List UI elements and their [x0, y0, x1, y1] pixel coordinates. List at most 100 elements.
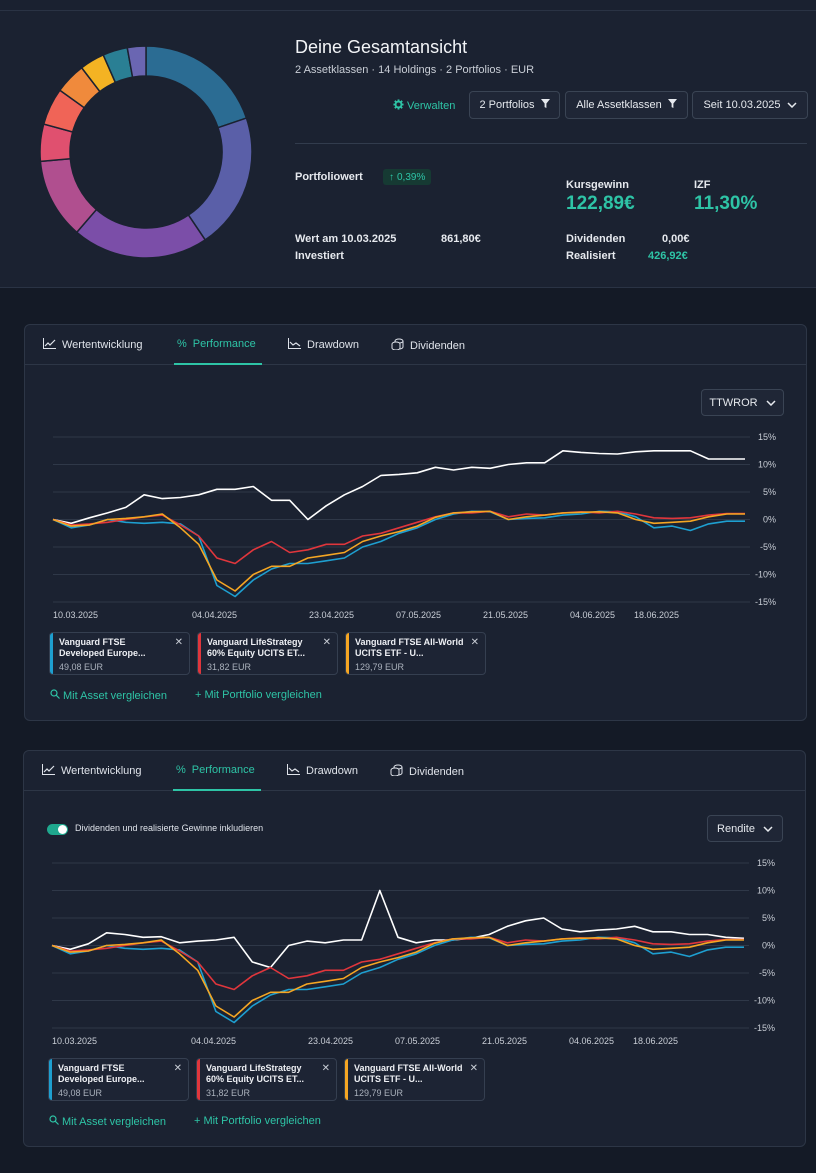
compare-portfolio-label: Mit Portfolio vergleichen — [204, 689, 322, 701]
asset-chip[interactable]: Vanguard LifeStrategy 60% Equity UCITS E… — [197, 632, 338, 675]
returns-chart[interactable]: 15% 10% 5% 0% -5% -10% -15% 10.03.2025 04.04.202… — [24, 851, 806, 1051]
close-icon[interactable]: ✕ — [173, 1063, 182, 1074]
x-tick-label: 04.06.2025 — [570, 610, 615, 620]
dividends-value: 0,00€ — [662, 233, 690, 245]
chart-tabs: Wertentwicklung % Performance Drawdown D… — [25, 325, 806, 365]
kursgewinn-label: Kursgewinn — [566, 179, 629, 191]
realized-label: Realisiert — [566, 250, 616, 262]
tab-wertentwicklung[interactable]: Wertentwicklung — [43, 338, 143, 352]
y-tick-label: 15% — [757, 858, 775, 868]
top-strip — [0, 0, 816, 10]
include-dividends-toggle[interactable] — [47, 824, 68, 835]
x-tick-label: 10.03.2025 — [52, 1036, 97, 1046]
asset-chip[interactable]: Vanguard LifeStrategy 60% Equity UCITS E… — [196, 1058, 337, 1101]
portfolio-filter[interactable]: 2 Portfolios — [469, 91, 560, 119]
series-line — [52, 449, 745, 525]
realized-value: 426,92€ — [648, 250, 688, 262]
izf-label: IZF — [694, 179, 711, 191]
asset-chip[interactable]: Vanguard FTSE All-World UCITS ETF - U...… — [345, 632, 486, 675]
divider — [295, 143, 807, 144]
metric-select-label: TTWROR — [709, 396, 758, 409]
chip-amount: 49,08 EUR — [58, 1088, 103, 1098]
close-icon[interactable]: ✕ — [322, 637, 331, 648]
performance-card-returns: Wertentwicklung % Performance Drawdown D… — [23, 750, 806, 1147]
close-icon[interactable]: ✕ — [469, 1063, 478, 1074]
asset-class-filter-label: Alle Assetklassen — [576, 99, 662, 111]
chevron-down-icon — [787, 99, 797, 111]
date-range-select[interactable]: Seit 10.03.2025 — [692, 91, 808, 119]
compare-asset-link[interactable]: Mit Asset vergleichen — [49, 1115, 166, 1128]
tab-drawdown[interactable]: Drawdown — [287, 764, 358, 778]
chip-name: Vanguard FTSE Developed Europe... — [58, 1063, 145, 1084]
y-tick-label: -5% — [760, 542, 776, 552]
tab-dividenden[interactable]: Dividenden — [390, 764, 464, 779]
asset-class-filter[interactable]: Alle Assetklassen — [565, 91, 688, 119]
series-line — [52, 510, 745, 598]
coins-icon — [391, 338, 404, 353]
allocation-donut-chart[interactable] — [38, 44, 254, 260]
toggle-knob — [58, 825, 67, 834]
metric-select[interactable]: Rendite — [707, 815, 783, 842]
asset-chip[interactable]: Vanguard FTSE All-World UCITS ETF - U...… — [344, 1058, 485, 1101]
close-icon[interactable]: ✕ — [470, 637, 479, 648]
active-tab-indicator — [174, 363, 262, 365]
plus-icon: + — [194, 1115, 201, 1127]
x-tick-label: 21.05.2025 — [482, 1036, 527, 1046]
y-tick-label: -15% — [755, 597, 776, 607]
kursgewinn-value: 122,89€ — [566, 193, 635, 214]
manage-label: Verwalten — [407, 100, 456, 112]
chip-amount: 129,79 EUR — [355, 662, 405, 672]
chip-amount: 49,08 EUR — [59, 662, 104, 672]
chip-name: Vanguard LifeStrategy 60% Equity UCITS E… — [207, 637, 306, 658]
area-chart-icon — [287, 764, 300, 778]
compare-portfolio-link[interactable]: + Mit Portfolio vergleichen — [194, 1115, 321, 1127]
y-tick-label: 0% — [763, 515, 776, 525]
close-icon[interactable]: ✕ — [174, 637, 183, 648]
overview-subtitle: 2 Assetklassen · 14 Holdings · 2 Portfol… — [295, 64, 535, 76]
donut-slice[interactable] — [126, 45, 147, 79]
chip-color-bar — [197, 1059, 200, 1100]
close-icon[interactable]: ✕ — [321, 1063, 330, 1074]
tab-label: Drawdown — [307, 339, 359, 351]
asset-chip[interactable]: Vanguard FTSE Developed Europe... 49,08 … — [48, 1058, 189, 1101]
series-line — [51, 936, 744, 1018]
x-tick-label: 07.05.2025 — [395, 1036, 440, 1046]
x-tick-label: 07.05.2025 — [396, 610, 441, 620]
include-dividends-label: Dividenden und realisierte Gewinne inklu… — [75, 823, 264, 833]
asset-chip[interactable]: Vanguard FTSE Developed Europe... 49,08 … — [49, 632, 190, 675]
x-tick-label: 21.05.2025 — [483, 610, 528, 620]
y-tick-label: -15% — [754, 1023, 775, 1033]
donut-slice[interactable] — [75, 208, 207, 259]
arrow-up-icon: ↑ — [389, 171, 394, 183]
portfolio-change-badge: ↑ 0,39% — [383, 169, 432, 185]
value-at: 861,80€ — [441, 233, 481, 245]
filter-icon — [540, 99, 550, 111]
metric-select-label: Rendite — [717, 822, 755, 835]
performance-chart[interactable]: 15% 10% 5% 0% -5% -10% -15% 10.03.2025 04.04.202… — [25, 425, 807, 625]
donut-slice[interactable] — [187, 117, 253, 241]
x-tick-label: 04.04.2025 — [192, 610, 237, 620]
chip-color-bar — [49, 1059, 52, 1100]
tab-label: Performance — [192, 338, 256, 350]
compare-asset-label: Mit Asset vergleichen — [62, 1115, 166, 1128]
tab-performance[interactable]: % Performance — [176, 764, 255, 776]
tab-label: Dividenden — [409, 765, 465, 778]
tab-dividenden[interactable]: Dividenden — [391, 338, 465, 353]
chip-color-bar — [346, 633, 349, 674]
tab-drawdown[interactable]: Drawdown — [288, 338, 359, 352]
search-icon — [49, 1115, 59, 1128]
metric-select[interactable]: TTWROR — [701, 389, 784, 416]
tab-label: Wertentwicklung — [62, 339, 143, 351]
x-tick-label: 18.06.2025 — [634, 610, 679, 620]
page-title: Deine Gesamtansicht — [295, 37, 468, 57]
compare-portfolio-link[interactable]: + Mit Portfolio vergleichen — [195, 689, 322, 701]
y-tick-label: -10% — [755, 570, 776, 580]
manage-button[interactable]: Verwalten — [393, 99, 455, 113]
portfolio-value-label: Portfoliowert — [295, 171, 363, 183]
tab-performance[interactable]: % Performance — [177, 338, 256, 350]
tab-label: Dividenden — [410, 339, 466, 352]
chip-name: Vanguard FTSE All-World UCITS ETF - U... — [355, 637, 464, 658]
tab-wertentwicklung[interactable]: Wertentwicklung — [42, 764, 142, 778]
donut-slice[interactable] — [145, 45, 248, 129]
compare-asset-link[interactable]: Mit Asset vergleichen — [50, 689, 167, 702]
